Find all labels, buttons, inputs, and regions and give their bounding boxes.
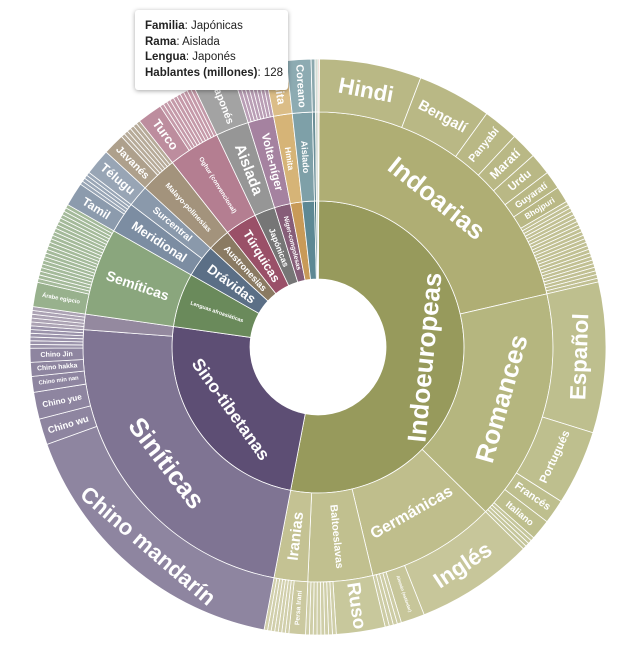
branch-label-iranias: Iranias <box>285 511 308 562</box>
branch-segment-f12-b0[interactable] <box>317 111 320 202</box>
tooltip-lengua-row: Lengua: Japonés <box>145 51 236 63</box>
tooltip-familia-value: Japónicas <box>191 20 243 32</box>
language-label-coreano: Coreano <box>293 64 308 109</box>
branch-label-hmita: Hmita <box>283 146 296 171</box>
tooltip-rama-row: Rama: Aislada <box>145 35 220 48</box>
language-label-espanol: Español <box>565 313 593 401</box>
language-sliver-11-0-0[interactable] <box>314 58 319 113</box>
tooltip-rama-label: Rama <box>145 35 177 48</box>
tooltip: Familia: Japónicas Rama: Aislada Lengua:… <box>135 10 288 90</box>
language-sliver-12-0-0[interactable] <box>317 58 320 113</box>
branch-label-aislado: Aislado <box>299 140 311 174</box>
tooltip-lengua-label: Lengua <box>145 51 186 63</box>
tooltip-hablantes-row: Hablantes (millones): 128 <box>145 66 284 79</box>
tooltip-rama-value: Aislada <box>182 35 220 48</box>
family-segment-f12[interactable] <box>317 200 320 280</box>
tooltip-familia-label: Familia <box>145 20 185 32</box>
language-label-chino-jin: Chino Jin <box>40 350 73 359</box>
language-sliver-0-3-4[interactable] <box>316 581 322 636</box>
tooltip-hablantes-value: 128 <box>263 66 284 79</box>
tooltip-familia-row: Familia: Japónicas <box>145 20 243 32</box>
language-label-chino-min-nan: Chino min nan <box>38 375 79 386</box>
language-label-chino-hakka: Chino hakka <box>37 362 78 372</box>
language-label-persa-irani: Persa Iraní <box>294 589 304 625</box>
tooltip-lengua-value: Japonés <box>192 51 236 63</box>
tooltip-hablantes-label: Hablantes (millones) <box>145 66 258 79</box>
